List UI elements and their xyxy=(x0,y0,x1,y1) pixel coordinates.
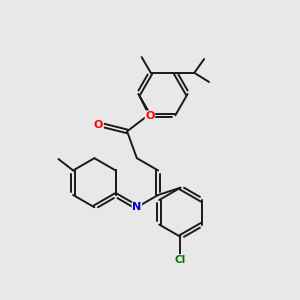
Text: N: N xyxy=(132,202,142,212)
Text: Cl: Cl xyxy=(175,255,186,265)
Text: O: O xyxy=(145,111,155,121)
Text: O: O xyxy=(94,121,103,130)
